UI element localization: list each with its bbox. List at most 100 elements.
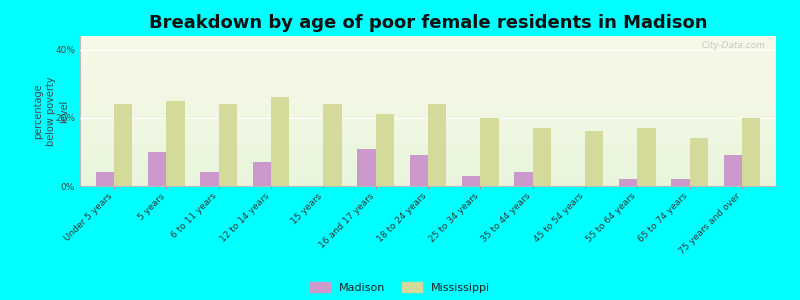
Bar [80, 146, 776, 147]
Bar [671, 179, 690, 186]
Bar [80, 103, 776, 105]
Bar [218, 104, 237, 186]
Bar [80, 36, 776, 38]
Bar [480, 118, 498, 186]
Bar [80, 42, 776, 44]
Bar [80, 180, 776, 182]
Bar [80, 134, 776, 135]
Bar [376, 114, 394, 186]
Bar [80, 176, 776, 177]
Bar [80, 96, 776, 98]
Bar [80, 90, 776, 92]
Bar [80, 68, 776, 69]
Bar [80, 132, 776, 134]
Bar [80, 69, 776, 70]
Bar [80, 46, 776, 48]
Bar [619, 179, 638, 186]
Bar [80, 74, 776, 75]
Bar [80, 172, 776, 174]
Bar [253, 162, 271, 186]
Bar [80, 98, 776, 99]
Bar [80, 112, 776, 114]
Bar [80, 56, 776, 57]
Bar [80, 136, 776, 138]
Bar [80, 61, 776, 63]
Bar [80, 78, 776, 80]
Bar [742, 118, 760, 186]
Bar [80, 72, 776, 74]
Bar [514, 172, 533, 186]
Bar [80, 118, 776, 120]
Bar [80, 154, 776, 156]
Bar [80, 168, 776, 170]
Bar [80, 184, 776, 186]
Bar [200, 172, 218, 186]
Bar [80, 165, 776, 166]
Bar [80, 80, 776, 81]
Bar [428, 104, 446, 186]
Bar [80, 177, 776, 178]
Bar [80, 45, 776, 46]
Bar [80, 51, 776, 52]
Bar [80, 44, 776, 45]
Bar [80, 135, 776, 136]
Bar [80, 152, 776, 153]
Bar [80, 38, 776, 39]
Bar [80, 94, 776, 96]
Bar [80, 39, 776, 40]
Bar [80, 128, 776, 129]
Bar [80, 66, 776, 68]
Bar [410, 155, 428, 186]
Bar [80, 178, 776, 180]
Bar [80, 64, 776, 66]
Bar [80, 171, 776, 172]
Bar [80, 93, 776, 94]
Bar [80, 85, 776, 87]
Bar [358, 148, 376, 186]
Bar [80, 108, 776, 110]
Bar [80, 58, 776, 60]
Bar [80, 114, 776, 116]
Bar [80, 116, 776, 117]
Bar [462, 176, 480, 186]
Bar [638, 128, 656, 186]
Bar [80, 88, 776, 90]
Bar [80, 183, 776, 184]
Bar [80, 124, 776, 126]
Bar [585, 131, 603, 186]
Bar [533, 128, 551, 186]
Bar [80, 144, 776, 146]
Bar [271, 98, 290, 186]
Bar [80, 50, 776, 51]
Y-axis label: percentage
below poverty
level: percentage below poverty level [33, 76, 69, 146]
Bar [80, 87, 776, 88]
Bar [80, 75, 776, 76]
Bar [80, 159, 776, 160]
Bar [80, 174, 776, 176]
Bar [80, 99, 776, 100]
Bar [80, 122, 776, 123]
Bar [114, 104, 132, 186]
Bar [80, 156, 776, 158]
Bar [80, 130, 776, 132]
Bar [80, 54, 776, 56]
Bar [80, 141, 776, 142]
Bar [80, 162, 776, 164]
Bar [80, 92, 776, 93]
Bar [80, 48, 776, 50]
Bar [166, 101, 185, 186]
Bar [80, 126, 776, 128]
Bar [80, 105, 776, 106]
Title: Breakdown by age of poor female residents in Madison: Breakdown by age of poor female resident… [149, 14, 707, 32]
Bar [80, 57, 776, 58]
Bar [80, 160, 776, 162]
Bar [80, 164, 776, 165]
Legend: Madison, Mississippi: Madison, Mississippi [306, 277, 494, 297]
Bar [80, 182, 776, 183]
Bar [80, 52, 776, 54]
Bar [80, 140, 776, 141]
Bar [80, 100, 776, 102]
Bar [80, 147, 776, 148]
Bar [80, 102, 776, 104]
Bar [80, 169, 776, 171]
